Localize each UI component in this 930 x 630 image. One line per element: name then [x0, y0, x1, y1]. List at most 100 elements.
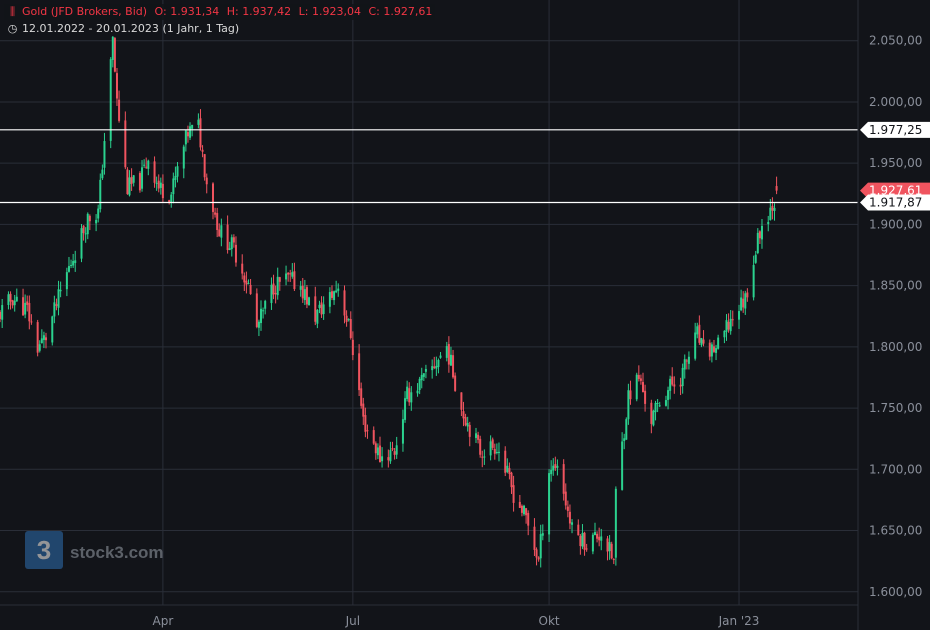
candle-body — [610, 543, 613, 559]
candle-body — [278, 277, 281, 282]
candle-body — [86, 213, 89, 235]
candle-body — [725, 320, 728, 332]
candle-body — [742, 298, 745, 308]
bar-chart-icon: ⫼ — [9, 5, 16, 18]
candle-body — [7, 294, 10, 305]
y-tick-label: 2.000,00 — [869, 95, 922, 109]
candle-body — [639, 378, 642, 381]
candle-body — [0, 312, 2, 319]
candle-body — [495, 451, 498, 453]
candle-body — [289, 273, 292, 275]
low-value: 1.923,04 — [312, 5, 361, 18]
candle-body — [128, 177, 131, 196]
open-label: O: — [154, 5, 167, 18]
candle-body — [635, 374, 638, 400]
candle-body — [360, 388, 363, 406]
candle-body — [95, 219, 98, 224]
horizontal-line-0-label: 1.977,25 — [869, 123, 922, 137]
candle-body — [568, 511, 571, 524]
candle-body — [581, 532, 584, 547]
candle-body — [65, 272, 68, 290]
candle-body — [80, 228, 83, 259]
candle-body — [257, 321, 260, 328]
candle-body — [727, 321, 730, 330]
time-axis[interactable]: Apr Jul Okt Jan '23 — [0, 604, 858, 628]
high-value: 1.937,42 — [242, 5, 292, 18]
candle-body — [218, 229, 221, 237]
candle-body — [606, 538, 609, 552]
candle-body — [623, 438, 626, 442]
low-label: L: — [298, 5, 309, 18]
candle-body — [554, 464, 557, 469]
candle-body — [548, 473, 551, 535]
candle-body — [301, 285, 304, 299]
candle-body — [333, 291, 336, 301]
candle-body — [197, 119, 200, 125]
y-tick-label: 2.050,00 — [869, 34, 922, 48]
horizontal-line-1-tag — [860, 194, 930, 211]
candle-body — [541, 533, 544, 536]
candle-body — [431, 366, 434, 371]
candle-body — [539, 534, 542, 559]
candle-body — [683, 359, 686, 370]
candle-body — [201, 149, 204, 152]
candle-body — [466, 422, 469, 427]
candle-body — [82, 225, 85, 234]
candle-body — [395, 445, 398, 455]
candle-body — [406, 386, 409, 400]
candle-body — [523, 505, 526, 515]
candle-body — [644, 390, 647, 404]
candle-body — [287, 272, 290, 275]
candle-body — [138, 173, 141, 191]
candle-body — [374, 443, 377, 454]
candle-body — [422, 373, 425, 377]
candle-body — [358, 353, 361, 391]
horizontal-lines[interactable]: 1.927,61 1.977,25 1.917,87 — [0, 121, 930, 211]
candle-body — [702, 339, 705, 344]
candle-body — [583, 532, 586, 550]
candle-body — [454, 375, 457, 391]
candle-body — [577, 524, 580, 536]
candle-body — [199, 118, 202, 148]
candle-body — [687, 356, 690, 364]
watermark-logo-glyph: 3 — [37, 535, 51, 565]
candle-body — [191, 124, 194, 129]
candle-body — [497, 451, 500, 453]
candle-body — [754, 254, 757, 263]
candle-body — [566, 506, 569, 511]
candle-body — [59, 289, 62, 292]
candle-body — [537, 557, 540, 560]
candle-body — [226, 224, 229, 250]
x-tick-label: Apr — [153, 614, 174, 628]
high-label: H: — [226, 5, 239, 18]
candle-body — [130, 177, 133, 184]
candle-body — [723, 330, 726, 338]
candle-body — [343, 290, 346, 316]
candle-body — [694, 332, 697, 359]
candle-body — [608, 542, 611, 552]
candle-body — [552, 465, 555, 471]
candle-body — [220, 225, 223, 238]
candle-body — [349, 319, 352, 338]
candle-body — [45, 337, 48, 341]
candle-body — [493, 449, 496, 454]
candle-body — [596, 533, 599, 539]
candle-body — [518, 501, 521, 508]
y-tick-label: 1.650,00 — [869, 524, 922, 538]
price-axis[interactable]: 1.600,00 1.650,00 1.700,00 1.750,00 1.800,00… — [857, 0, 922, 630]
y-tick-label: 1.700,00 — [869, 462, 922, 476]
candle-body — [452, 355, 455, 378]
candle-body — [36, 322, 39, 353]
candle-body — [562, 464, 565, 494]
candle-body — [433, 366, 436, 369]
candle-body — [460, 392, 463, 410]
candle-body — [232, 237, 235, 243]
candle-body — [420, 374, 423, 381]
candle-body — [132, 175, 135, 183]
candle-body — [381, 456, 384, 462]
candle-body — [322, 304, 325, 315]
candle-body — [669, 378, 672, 391]
candle-body — [416, 390, 419, 394]
candle-body — [621, 441, 624, 490]
